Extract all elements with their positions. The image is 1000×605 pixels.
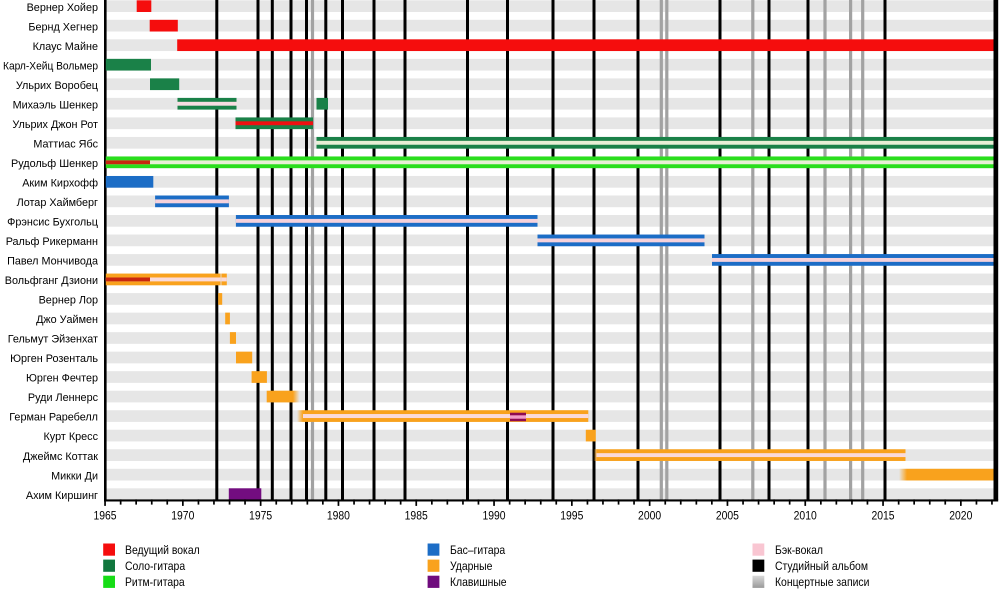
- svg-text:Ульрих Воробец: Ульрих Воробец: [16, 80, 99, 92]
- svg-text:2020: 2020: [949, 508, 972, 522]
- svg-text:Рудольф Шенкер: Рудольф Шенкер: [11, 158, 98, 170]
- svg-text:Ведущий вокал: Ведущий вокал: [125, 543, 200, 557]
- svg-text:Юрген Розенталь: Юрген Розенталь: [10, 353, 98, 365]
- svg-text:2010: 2010: [794, 508, 817, 522]
- svg-text:Ахим Киршинг: Ахим Киршинг: [26, 490, 98, 502]
- svg-text:2005: 2005: [716, 508, 739, 522]
- svg-text:Аким Кирхофф: Аким Кирхофф: [22, 177, 98, 189]
- svg-text:Бернд Хегнер: Бернд Хегнер: [28, 21, 98, 33]
- svg-text:Юрген Фечтер: Юрген Фечтер: [26, 373, 98, 385]
- svg-text:Вольфганг Дзиони: Вольфганг Дзиони: [5, 275, 98, 287]
- svg-text:Бас–гитара: Бас–гитара: [450, 543, 505, 557]
- svg-text:Гельмут Эйзенхат: Гельмут Эйзенхат: [8, 334, 98, 346]
- svg-text:Студийный альбом: Студийный альбом: [775, 559, 868, 573]
- svg-text:Павел Мончивода: Павел Мончивода: [7, 256, 99, 268]
- svg-text:1990: 1990: [482, 508, 505, 522]
- svg-text:1975: 1975: [249, 508, 272, 522]
- svg-text:1970: 1970: [171, 508, 194, 522]
- svg-text:Ударные: Ударные: [450, 559, 493, 573]
- svg-text:Концертные записи: Концертные записи: [775, 575, 870, 589]
- svg-text:Ульрих Джон Рот: Ульрих Джон Рот: [12, 119, 98, 131]
- svg-text:Михаэль Шенкер: Михаэль Шенкер: [13, 99, 98, 111]
- svg-text:Герман Раребелл: Герман Раребелл: [9, 412, 98, 424]
- svg-text:2015: 2015: [871, 508, 894, 522]
- svg-text:Соло-гитара: Соло-гитара: [125, 559, 185, 573]
- svg-text:1980: 1980: [327, 508, 350, 522]
- svg-text:Маттиас Ябс: Маттиас Ябс: [33, 138, 98, 150]
- svg-text:Ритм-гитара: Ритм-гитара: [125, 575, 185, 589]
- svg-text:Карл-Хейц Вольмер: Карл-Хейц Вольмер: [3, 60, 98, 72]
- svg-text:Фрэнсис Бухгольц: Фрэнсис Бухгольц: [7, 217, 98, 229]
- svg-text:Вернер Хойер: Вернер Хойер: [27, 2, 98, 14]
- svg-text:Клаус Майне: Клаус Майне: [33, 41, 98, 53]
- svg-text:Джеймс Коттак: Джеймс Коттак: [23, 451, 98, 463]
- svg-text:Ральф Рикерманн: Ральф Рикерманн: [6, 236, 98, 248]
- svg-text:Микки Ди: Микки Ди: [51, 470, 98, 482]
- svg-text:Курт Кресс: Курт Кресс: [44, 431, 99, 443]
- svg-text:1965: 1965: [93, 508, 116, 522]
- svg-text:Бэк-вокал: Бэк-вокал: [775, 543, 823, 557]
- svg-text:Лотар Хаймберг: Лотар Хаймберг: [17, 197, 98, 209]
- svg-text:Руди Леннерс: Руди Леннерс: [28, 392, 98, 404]
- svg-text:1985: 1985: [405, 508, 428, 522]
- svg-text:Вернер Лор: Вернер Лор: [39, 295, 98, 307]
- svg-text:Клавишные: Клавишные: [450, 575, 507, 589]
- svg-text:2000: 2000: [638, 508, 661, 522]
- svg-text:1995: 1995: [560, 508, 583, 522]
- svg-text:Джо Уаймен: Джо Уаймен: [36, 314, 98, 326]
